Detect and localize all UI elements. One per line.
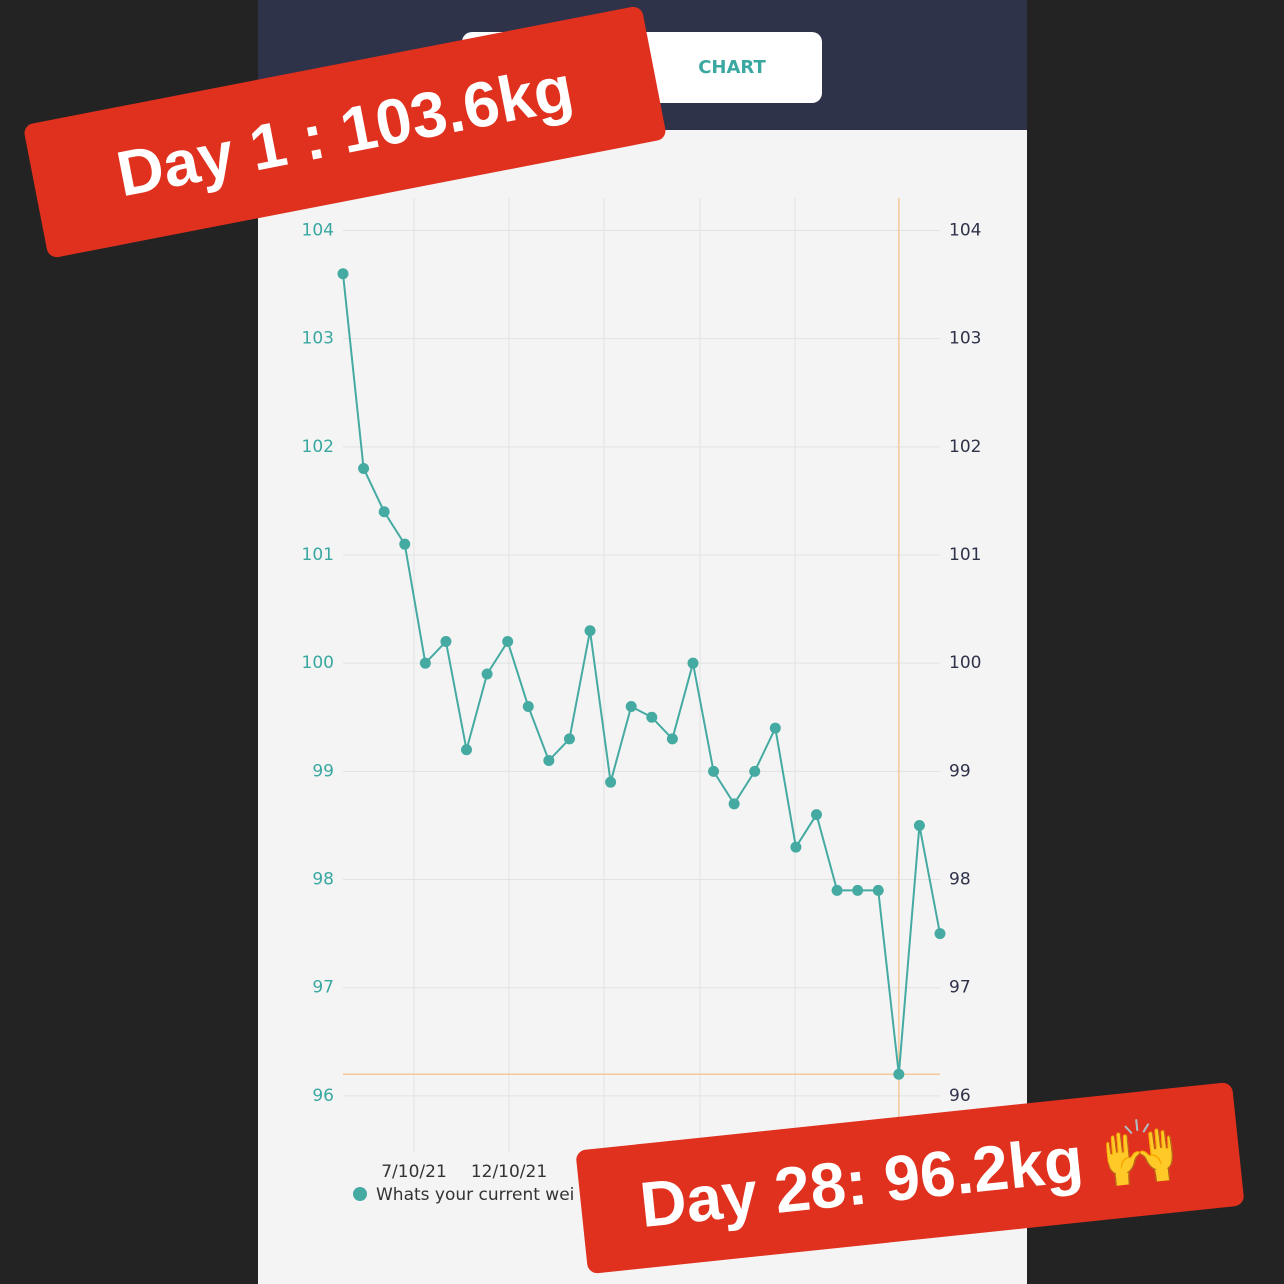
vertical-grid [413,198,796,1152]
y-tick-label: 99 [312,761,334,781]
y-tick-label: 101 [302,545,334,565]
point [852,884,864,896]
y-tick-label: 97 [312,978,334,998]
y2-tick-label: 104 [949,220,981,240]
point [461,744,473,756]
point [666,733,678,745]
y2-tick-label: 100 [949,653,981,673]
point [543,755,555,767]
point [934,928,946,940]
x-tick-label: 7/10/21 [381,1162,447,1182]
y2-tick-label: 98 [949,870,971,890]
point [399,538,411,550]
point [502,636,514,648]
y-tick-label: 103 [302,329,334,349]
point [728,798,740,810]
point [605,776,617,788]
y2-tick-label: 99 [949,761,971,781]
point [646,711,658,723]
y-tick-label: 96 [312,1086,334,1106]
y-tick-label: 100 [302,653,334,673]
plot: 96 97 98 99 100 101 102 103 104 96 97 98 99 100 101 102… [302,198,981,1150]
legend-label: Whats your current wei [376,1185,574,1205]
y-tick-label: 104 [302,220,334,240]
y2-tick-label: 96 [949,1086,971,1106]
point [419,657,431,669]
point [358,462,370,474]
point [625,700,637,712]
point [769,722,781,734]
y-tick-label: 102 [302,437,334,457]
point [337,268,349,280]
chart-tab[interactable]: CHART [698,57,766,78]
y-tick-label: 98 [312,870,334,890]
y2-tick-label: 101 [949,545,981,565]
point [872,884,884,896]
x-tick-label: 12/10/21 [471,1162,547,1182]
point [810,809,822,821]
point [749,765,761,777]
point [790,841,802,853]
y2-tick-label: 97 [949,978,971,998]
point [913,819,925,831]
point [522,700,534,712]
point [563,733,575,745]
point [687,657,699,669]
point [831,884,843,896]
y2-tick-label: 103 [949,329,981,349]
sticker-bg [24,6,666,258]
legend-marker [353,1187,367,1201]
sticker-bg [576,1082,1244,1274]
point [378,506,390,518]
y2-tick-label: 102 [949,437,981,457]
point [481,668,493,680]
point [708,765,720,777]
point [893,1068,905,1080]
point [584,625,596,637]
point [440,636,452,648]
